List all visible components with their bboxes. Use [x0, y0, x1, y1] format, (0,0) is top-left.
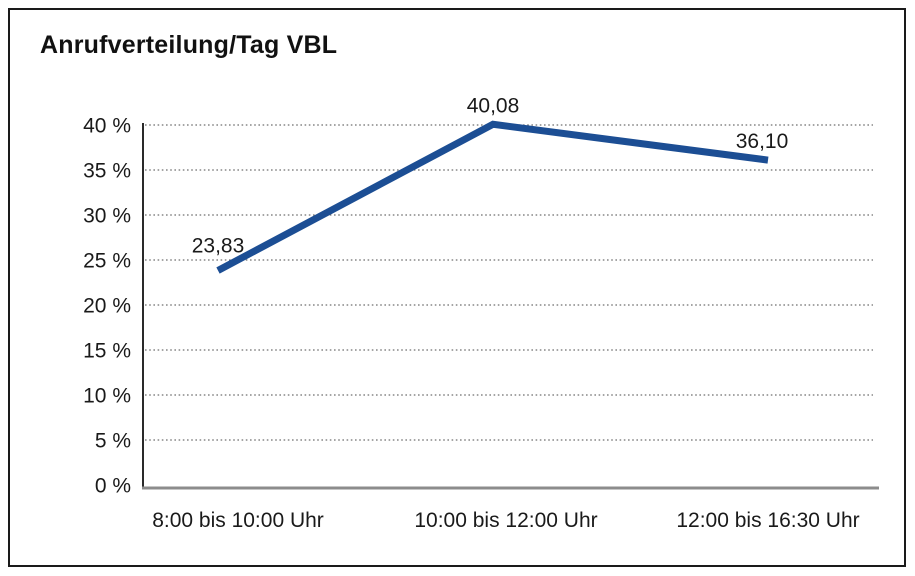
y-tick-label: 0 %	[95, 475, 131, 498]
data-point-label: 40,08	[467, 94, 520, 117]
x-tick-label: 10:00 bis 12:00 Uhr	[414, 509, 597, 532]
y-tick-label: 40 %	[83, 115, 131, 138]
y-tick-label: 10 %	[83, 385, 131, 408]
data-line	[216, 120, 769, 274]
y-tick-label: 5 %	[95, 430, 131, 453]
data-point-label: 36,10	[736, 130, 789, 153]
data-point-label: 23,83	[192, 235, 245, 258]
y-tick-label: 25 %	[83, 250, 131, 273]
y-tick-label: 20 %	[83, 295, 131, 318]
chart-title: Anrufverteilung/Tag VBL	[40, 31, 338, 59]
y-tick-label: 35 %	[83, 160, 131, 183]
y-tick-label: 15 %	[83, 340, 131, 363]
x-tick-label: 8:00 bis 10:00 Uhr	[152, 509, 324, 532]
x-tick-label: 12:00 bis 16:30 Uhr	[676, 509, 859, 532]
y-tick-label: 30 %	[83, 205, 131, 228]
